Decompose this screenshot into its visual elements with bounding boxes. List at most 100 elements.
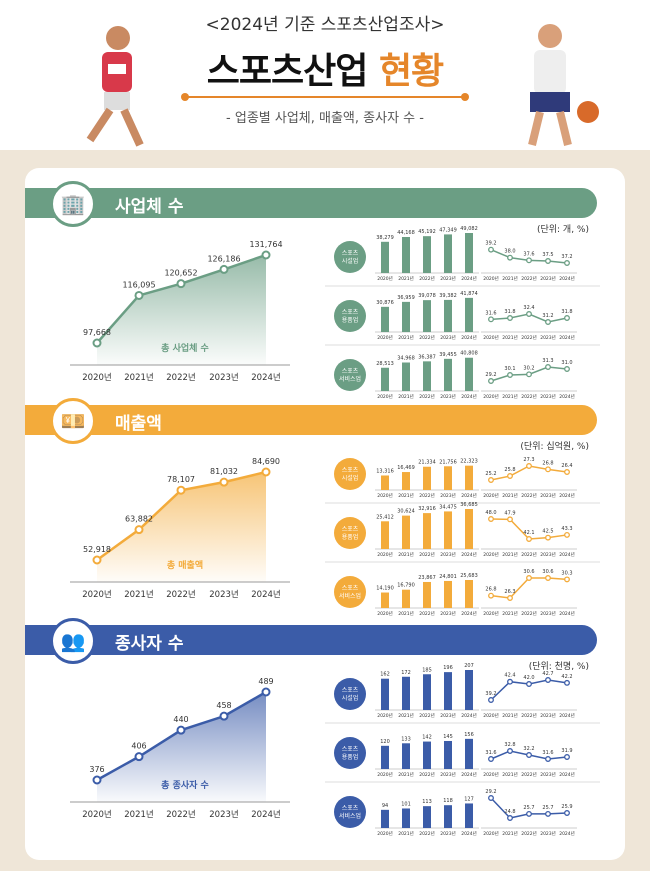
- year-tick-label: 2021년: [398, 334, 414, 341]
- year-tick-label: 2021년: [124, 589, 153, 600]
- share-point: [488, 516, 494, 522]
- bar-value-label: 196: [443, 665, 453, 671]
- year-tick-label: 2022년: [521, 551, 537, 558]
- share-point: [564, 315, 570, 321]
- bar: [444, 358, 452, 391]
- share-point: [545, 810, 551, 817]
- bar-value-label: 113: [422, 799, 432, 805]
- total-label: 총 매출액: [167, 559, 203, 571]
- bar: [402, 515, 410, 549]
- share-value-label: 42.0: [523, 675, 534, 681]
- year-tick-label: 2021년: [502, 492, 518, 499]
- row-label: 서비스업: [339, 375, 361, 383]
- year-tick-label: 2024년: [559, 551, 575, 558]
- bar-value-label: 24,801: [439, 574, 457, 580]
- year-tick-label: 2024년: [461, 334, 477, 341]
- year-tick-label: 2022년: [521, 393, 537, 400]
- bar: [444, 672, 452, 710]
- year-tick-label: 2021년: [502, 610, 518, 617]
- total-value-label: 406: [131, 742, 146, 751]
- total-value-label: 489: [258, 677, 273, 686]
- year-tick-label: 2023년: [540, 771, 556, 778]
- year-tick-label: 2020년: [377, 492, 393, 499]
- bar-value-label: 40,808: [460, 351, 478, 357]
- year-tick-label: 2022년: [419, 334, 435, 341]
- share-value-label: 30.6: [523, 569, 534, 575]
- share-point: [507, 595, 513, 601]
- total-value-label: 131,764: [249, 240, 282, 249]
- row-label-badge: [334, 796, 366, 828]
- year-tick-label: 2024년: [559, 275, 575, 282]
- year-tick-label: 2022년: [419, 771, 435, 778]
- year-tick-label: 2022년: [521, 334, 537, 341]
- year-tick-label: 2024년: [559, 712, 575, 719]
- year-tick-label: 2022년: [419, 610, 435, 617]
- year-tick-label: 2021년: [502, 712, 518, 719]
- section-title: 종사자 수: [115, 634, 184, 654]
- row-label-badge: [334, 576, 366, 608]
- share-value-label: 31.8: [504, 309, 515, 315]
- year-tick-label: 2021년: [398, 830, 414, 837]
- total-value-label: 52,918: [83, 545, 111, 554]
- year-tick-label: 2020년: [483, 393, 499, 400]
- bar: [423, 581, 431, 608]
- year-tick-label: 2021년: [502, 551, 518, 558]
- bar: [381, 592, 389, 608]
- share-value-label: 29.2: [485, 372, 496, 378]
- bar-value-label: 39,078: [418, 293, 436, 299]
- share-value-label: 38.0: [504, 249, 515, 255]
- bar-value-label: 44,168: [397, 230, 415, 236]
- year-tick-label: 2024년: [559, 610, 575, 617]
- year-tick-label: 2021년: [124, 809, 153, 820]
- basketball-player-illustration: [500, 20, 610, 150]
- share-point: [488, 477, 494, 483]
- bar-value-label: 172: [401, 670, 411, 676]
- share-value-label: 26.4: [561, 463, 572, 469]
- year-tick-label: 2023년: [209, 809, 238, 820]
- share-value-label: 32.2: [523, 746, 534, 752]
- year-tick-label: 2024년: [461, 830, 477, 837]
- year-tick-label: 2020년: [82, 589, 111, 600]
- year-tick-label: 2023년: [440, 610, 456, 617]
- year-tick-label: 2022년: [521, 610, 537, 617]
- bar-value-label: 14,190: [376, 586, 394, 592]
- year-tick-label: 2020년: [377, 393, 393, 400]
- share-line: [490, 518, 568, 540]
- year-tick-label: 2022년: [419, 492, 435, 499]
- section-2: 👥 종사자 수 (단위: 천명, %) 376 2020년 406 2021년 440 20…: [25, 618, 625, 840]
- year-tick-label: 2021년: [398, 393, 414, 400]
- year-tick-label: 2024년: [461, 393, 477, 400]
- section-charts: 376 2020년 406 2021년 440 2022년 458 2023년 489 2024년…: [70, 663, 600, 837]
- year-tick-label: 2023년: [440, 492, 456, 499]
- row-label: 시설업: [342, 257, 359, 265]
- bar-value-label: 34,475: [439, 504, 457, 510]
- bar: [381, 809, 389, 828]
- bar: [465, 297, 473, 332]
- total-value-label: 78,107: [167, 475, 195, 484]
- row-label: 스포츠: [342, 309, 359, 316]
- bar: [381, 241, 389, 273]
- total-value-label: 458: [216, 701, 231, 710]
- year-tick-label: 2023년: [540, 334, 556, 341]
- share-point: [526, 371, 532, 378]
- year-tick-label: 2021년: [502, 334, 518, 341]
- year-tick-label: 2020년: [483, 492, 499, 499]
- total-point: [92, 775, 102, 785]
- share-value-label: 32.8: [504, 742, 515, 748]
- share-point: [488, 756, 494, 762]
- year-tick-label: 2023년: [440, 334, 456, 341]
- row-label: 스포츠: [342, 250, 359, 257]
- year-tick-label: 2020년: [377, 334, 393, 341]
- row-label-badge: [334, 359, 366, 391]
- year-tick-label: 2024년: [461, 771, 477, 778]
- share-point: [526, 257, 532, 264]
- bar: [402, 472, 410, 490]
- share-point: [545, 466, 551, 473]
- year-tick-label: 2023년: [440, 771, 456, 778]
- share-point: [564, 679, 570, 686]
- bar: [465, 509, 473, 549]
- year-tick-label: 2023년: [440, 275, 456, 282]
- bar: [402, 301, 410, 332]
- row-label: 스포츠: [342, 368, 359, 375]
- section-title: 매출액: [115, 414, 162, 434]
